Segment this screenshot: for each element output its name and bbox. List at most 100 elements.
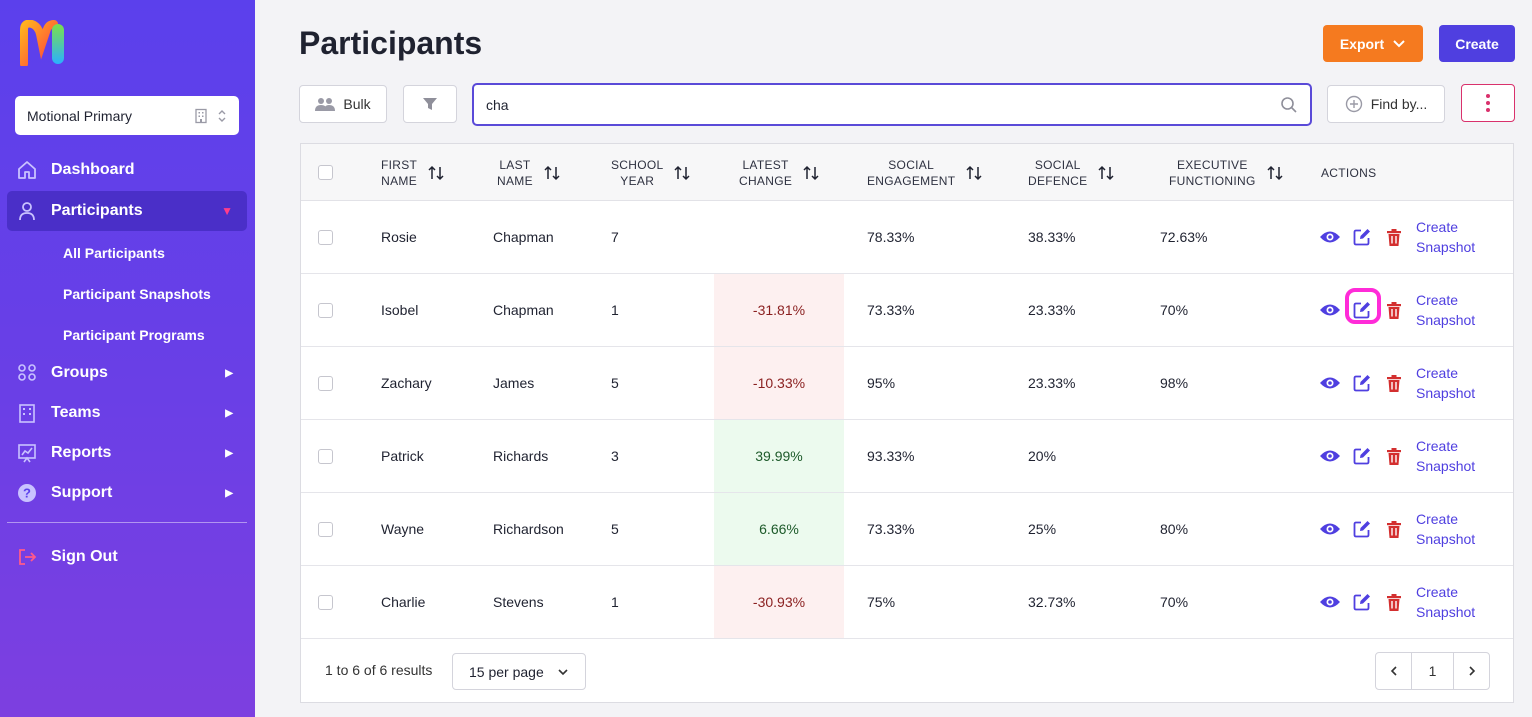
nav-sign-out[interactable]: Sign Out [7,537,247,577]
more-options-button[interactable] [1461,84,1515,122]
header-school-year[interactable]: SCHOOL YEAR [611,144,691,201]
export-button[interactable]: Export [1323,25,1423,62]
nav-support[interactable]: ? Support ▶ [7,473,247,513]
row-checkbox[interactable] [318,420,333,492]
create-snapshot-link[interactable]: Create Snapshot [1416,365,1476,401]
sort-icon [1098,165,1114,180]
nav-reports-label: Reports [51,444,112,461]
create-snapshot-link[interactable]: Create Snapshot [1416,438,1476,474]
row-checkbox[interactable] [318,347,333,419]
row-checkbox[interactable] [318,566,333,638]
view-button[interactable] [1319,420,1341,492]
cell-latest-change: -30.93% [714,566,844,638]
create-snapshot-link[interactable]: Create Snapshot [1416,584,1476,620]
find-by-button[interactable]: Find by... [1327,85,1445,123]
header-executive-functioning[interactable]: EXECUTIVE FUNCTIONING [1169,144,1284,201]
subnav-participant-programs[interactable]: Participant Programs [63,327,205,343]
create-snapshot-link[interactable]: Create Snapshot [1416,511,1476,547]
chevron-updown-icon [218,109,226,122]
delete-button[interactable] [1387,493,1401,565]
filter-button[interactable] [403,85,457,123]
search-icon[interactable] [1280,96,1298,114]
next-page-button[interactable] [1454,653,1489,689]
cell-social-engagement: 73.33% [867,521,915,537]
nav-dashboard-label: Dashboard [51,161,135,178]
view-button[interactable] [1319,274,1341,346]
delete-button[interactable] [1387,274,1401,346]
header-first-name[interactable]: FIRST NAME [381,144,445,201]
nav-groups-label: Groups [51,364,108,381]
prev-page-button[interactable] [1376,653,1412,689]
find-by-label: Find by... [1370,96,1428,112]
view-button[interactable] [1319,493,1341,565]
edit-button[interactable] [1353,201,1371,273]
view-button[interactable] [1319,201,1341,273]
delete-button[interactable] [1387,347,1401,419]
results-count: 1 to 6 of 6 results [325,662,433,678]
create-button[interactable]: Create [1439,25,1515,62]
sidebar: Motional Primary Dashboard Participants … [0,0,255,717]
select-all-checkbox[interactable] [318,144,333,201]
nav-reports[interactable]: Reports ▶ [7,433,247,473]
view-button[interactable] [1319,566,1341,638]
header-social-defence[interactable]: SOCIAL DEFENCE [1028,144,1115,201]
sort-icon [1267,165,1283,180]
help-icon: ? [18,484,36,502]
filter-icon [423,98,437,110]
delete-button[interactable] [1387,566,1401,638]
row-checkbox[interactable] [318,201,333,273]
nav-participants-label: Participants [51,202,143,219]
sort-icon [803,165,819,180]
cell-social-defence: 20% [1028,448,1057,464]
more-vertical-icon [1486,94,1490,112]
page-number-button[interactable]: 1 [1412,653,1454,689]
cell-social-defence: 32.73% [1028,594,1076,610]
view-button[interactable] [1319,347,1341,419]
cell-social-engagement: 73.33% [867,302,915,318]
cell-social-engagement: 75% [867,594,896,610]
caret-right-icon: ▶ [225,487,233,499]
cell-executive-functioning: 80% [1160,521,1189,537]
table-row: Charlie Stevens 1 -30.93% 75% 32.73% 70% Create… [301,566,1513,639]
trash-icon [1387,301,1401,319]
header-social-engagement[interactable]: SOCIAL ENGAGEMENT [867,144,983,201]
per-page-select[interactable]: 15 per page [452,653,586,690]
search-box[interactable] [472,83,1312,126]
sort-icon [428,165,444,180]
table-header: FIRST NAME LAST NAME SCHOOL YEAR LATEST CHAN… [301,144,1513,201]
trash-icon [1387,520,1401,538]
edit-icon [1353,448,1370,465]
edit-button[interactable] [1353,493,1371,565]
delete-button[interactable] [1387,201,1401,273]
nav-teams[interactable]: Teams ▶ [7,393,247,433]
eye-icon [1320,450,1340,462]
sort-icon [674,165,691,180]
header-actions: ACTIONS [1321,165,1377,180]
edit-icon [1353,375,1370,392]
nav-dashboard[interactable]: Dashboard [7,150,247,190]
eye-icon [1320,304,1340,316]
subnav-all-participants[interactable]: All Participants [63,245,165,261]
eye-icon [1320,596,1340,608]
header-last-name[interactable]: LAST NAME [497,144,561,201]
cell-first-name: Rosie [381,229,417,245]
edit-button[interactable] [1353,566,1371,638]
create-snapshot-link[interactable]: Create Snapshot [1416,219,1476,255]
user-icon [19,202,35,221]
edit-button[interactable] [1353,420,1371,492]
row-checkbox[interactable] [318,274,333,346]
search-input[interactable] [486,96,1280,113]
header-latest-change[interactable]: LATEST CHANGE [739,144,820,201]
subnav-participant-snapshots[interactable]: Participant Snapshots [63,286,211,302]
bulk-label: Bulk [343,96,371,112]
motional-logo-icon[interactable] [20,20,68,66]
edit-button[interactable] [1353,347,1371,419]
bulk-button[interactable]: Bulk [299,85,387,123]
nav-participants[interactable]: Participants ▼ [7,191,247,231]
row-checkbox[interactable] [318,493,333,565]
nav-groups[interactable]: Groups ▶ [7,353,247,393]
create-snapshot-link[interactable]: Create Snapshot [1416,292,1476,328]
delete-button[interactable] [1387,420,1401,492]
chevron-right-icon [1468,666,1475,676]
organisation-select[interactable]: Motional Primary [15,96,239,135]
